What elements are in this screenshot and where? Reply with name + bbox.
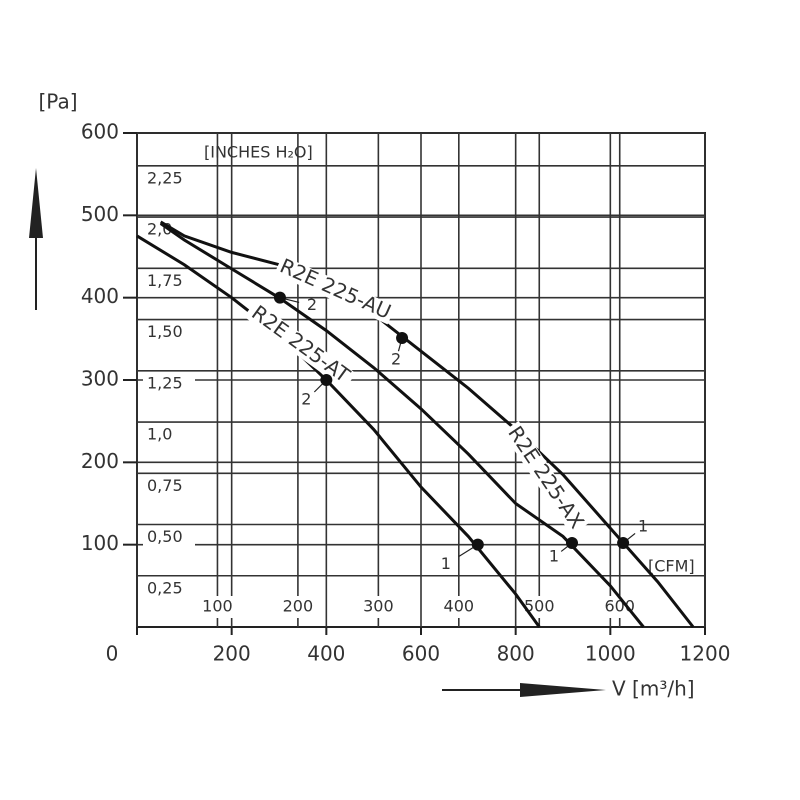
y2-tick-label-bg: [143, 167, 195, 190]
operating-point: [396, 332, 409, 345]
x-tick-label: 600: [402, 642, 440, 666]
y-arrowhead: [29, 168, 43, 238]
y-tick-label: 200: [81, 449, 119, 473]
y-tick-label: 500: [81, 202, 119, 226]
y-tick-label: 100: [81, 531, 119, 555]
y2-tick-label-bg: [143, 577, 195, 600]
x2-tick-label: 300: [363, 597, 394, 616]
x2-tick-label-bg: [275, 596, 320, 618]
curve-label: R2E 225-AU: [276, 253, 394, 323]
y2-tick-label-bg: [143, 321, 195, 344]
point-label: 2: [307, 295, 317, 314]
point-label: 2: [301, 390, 311, 409]
curve: [136, 234, 541, 628]
y2-tick-label-bg: [143, 270, 195, 293]
y2-tick-label-bg: [143, 424, 195, 447]
x2-tick-label: 400: [444, 597, 475, 616]
y2-axis-label: [INCHES H₂O]: [204, 143, 313, 162]
x2-tick-label: 500: [524, 597, 555, 616]
x-tick-label: 800: [497, 642, 535, 666]
operating-point: [320, 374, 333, 386]
y2-tick-label: 1,0: [147, 425, 172, 444]
y2-tick-label: 0,25: [147, 578, 183, 597]
x2-axis-label: [CFM]: [648, 557, 695, 576]
curve-label-bg: [243, 300, 357, 390]
point-label: 1: [638, 517, 648, 536]
x-tick-label: 0: [106, 642, 119, 666]
y2-tick-label: 0,50: [147, 527, 183, 546]
curve-label-bg: [502, 421, 588, 535]
y2-tick-label: 2,25: [147, 168, 183, 187]
y-tick-label: 300: [81, 367, 119, 391]
operating-point: [565, 537, 578, 550]
y2-tick-label-bg: [143, 475, 195, 498]
y2-tick-label: 1,75: [147, 271, 183, 290]
y-axis-label: [Pa]: [38, 90, 77, 114]
operating-point: [273, 291, 286, 304]
x2-tick-label: 600: [604, 597, 635, 616]
x2-tick-label-bg: [356, 596, 401, 618]
x-tick-label: 200: [213, 642, 251, 666]
y2-tick-label: 1,50: [147, 322, 183, 341]
curve-label-bg: [274, 255, 396, 325]
point-label: 1: [441, 554, 451, 573]
y2-tick-label-bg: [143, 526, 195, 549]
point-label: 1: [549, 547, 559, 566]
x-tick-label: 1000: [585, 642, 636, 666]
curve: [159, 222, 645, 628]
y-tick-label: 400: [81, 284, 119, 308]
x2-tick-label: 100: [202, 597, 233, 616]
x-tick-label: 1200: [680, 642, 731, 666]
y-tick-label: 600: [81, 120, 119, 144]
x-arrowhead: [520, 683, 606, 697]
x2-tick-label: 200: [283, 597, 314, 616]
x2-tick-label-bg: [195, 596, 240, 618]
y2-tick-label-bg: [143, 372, 195, 395]
y2-tick-label: 0,75: [147, 476, 183, 495]
x2-tick-label-bg: [436, 596, 481, 618]
x-tick-label: 400: [307, 642, 345, 666]
x-axis-label: V [m³/h]: [612, 677, 695, 701]
operating-point: [471, 538, 484, 551]
y2-tick-label: 1,25: [147, 373, 183, 392]
curve: [159, 220, 695, 628]
point-label: 2: [391, 350, 401, 369]
operating-point: [617, 537, 630, 550]
